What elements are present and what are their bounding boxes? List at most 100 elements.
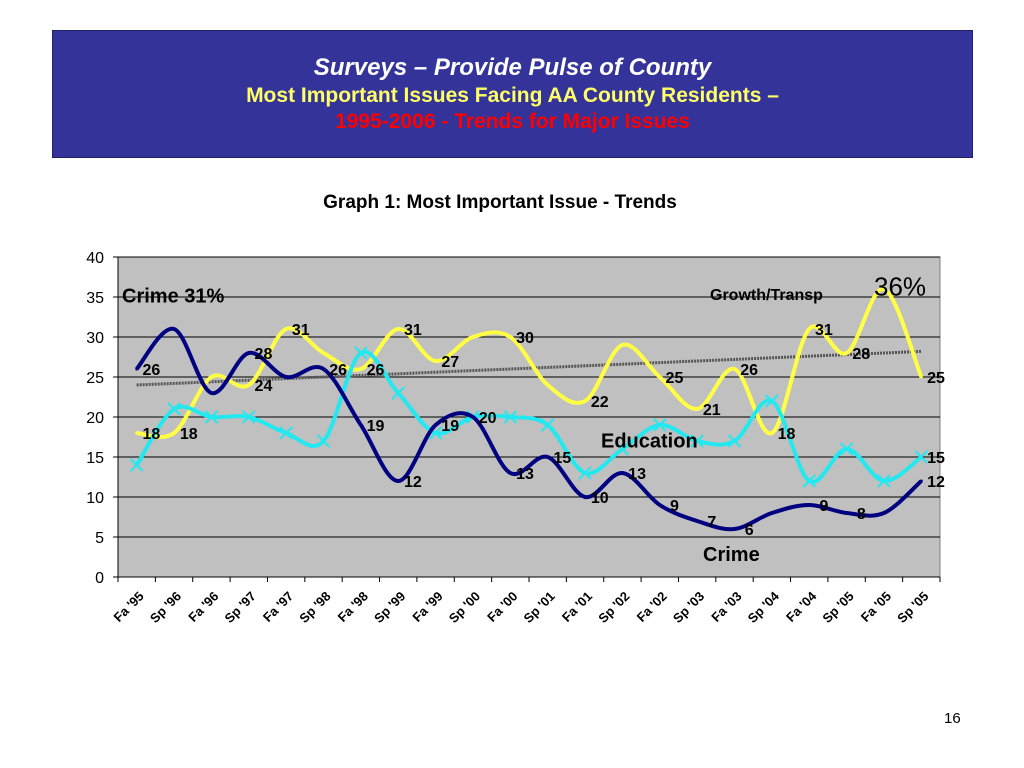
crime-point <box>247 351 251 355</box>
education-series-line <box>134 349 923 485</box>
crime-point <box>396 479 400 483</box>
growth-point <box>695 407 699 411</box>
chart-title: Graph 1: Most Important Issue - Trends <box>323 192 677 213</box>
y-tick-label: 10 <box>86 490 104 507</box>
crime-point <box>172 327 176 331</box>
x-tick-label: Sp '02 <box>595 589 632 626</box>
crime-point <box>882 511 886 515</box>
data-label: 31 <box>815 322 833 339</box>
crime-point <box>135 367 139 371</box>
crime-point <box>695 519 699 523</box>
growth-point <box>322 351 325 355</box>
data-label: 26 <box>367 362 385 379</box>
x-tick-label: Fa '98 <box>335 589 371 625</box>
education-point <box>727 434 742 448</box>
data-label: 13 <box>516 466 534 483</box>
y-tick-label: 40 <box>86 250 104 267</box>
slide-subtitle-years: 1995-2006 - Trends for Major Issues <box>335 110 690 133</box>
education-point <box>242 410 256 424</box>
page-number: 16 <box>944 710 961 727</box>
data-label: 26 <box>142 362 160 379</box>
data-label: 19 <box>367 418 385 435</box>
crime-point <box>733 527 736 531</box>
data-label: 12 <box>927 474 945 491</box>
x-tick-label: Fa '00 <box>484 589 520 625</box>
crime-point <box>770 511 774 515</box>
x-tick-label: Sp '01 <box>520 589 557 626</box>
growth-point <box>770 431 774 435</box>
education-point <box>391 386 405 400</box>
growth-point <box>546 383 550 387</box>
data-label: 9 <box>670 498 679 515</box>
crime-point <box>508 471 512 475</box>
x-tick-label: Sp '04 <box>745 588 783 626</box>
data-label: 20 <box>479 410 497 427</box>
x-tick-label: Sp '03 <box>670 589 707 626</box>
data-label: 26 <box>740 362 758 379</box>
y-tick-label: 0 <box>95 570 104 587</box>
education-point <box>204 410 219 424</box>
education-point <box>503 410 518 424</box>
crime-point <box>620 471 624 475</box>
x-tick-label: Fa '05 <box>858 589 894 625</box>
x-tick-label: Fa '96 <box>185 589 221 625</box>
growth-point <box>471 335 475 339</box>
y-tick-label: 30 <box>86 330 104 347</box>
education-point <box>877 474 891 488</box>
crime-start-annotation: Crime 31% <box>122 286 224 308</box>
crime-point <box>322 367 325 371</box>
growth-point <box>396 327 400 331</box>
crime-point <box>845 511 849 515</box>
growth-point <box>658 375 662 379</box>
growth-point <box>172 431 176 435</box>
growth-point <box>882 287 886 291</box>
growth-point <box>359 367 363 371</box>
data-label: 24 <box>255 378 273 395</box>
y-tick-label: 25 <box>86 370 104 387</box>
x-tick-label: Fa '04 <box>783 588 820 625</box>
title-banner: Surveys – Provide Pulse of County Most I… <box>52 30 973 158</box>
slide-title: Surveys – Provide Pulse of County <box>313 54 712 81</box>
education-point <box>914 450 929 464</box>
crime-label-annotation: Crime <box>703 544 760 566</box>
x-tick-label: Fa '03 <box>708 589 744 625</box>
x-tick-label: Sp '98 <box>296 589 333 626</box>
data-label: 18 <box>180 426 198 443</box>
x-tick-label: Fa '99 <box>409 589 445 625</box>
education-point <box>839 442 854 456</box>
education-point <box>615 442 630 456</box>
crime-point <box>359 423 363 427</box>
crime-point <box>919 479 923 483</box>
data-label: 25 <box>666 370 684 387</box>
education-point <box>316 434 331 448</box>
slide-subtitle: Most Important Issues Facing AA County R… <box>246 84 779 107</box>
data-label: 15 <box>927 450 945 467</box>
data-label: 31 <box>404 322 422 339</box>
education-point <box>167 402 181 416</box>
x-tick-label: Sp '96 <box>147 589 184 626</box>
data-label: 25 <box>927 370 945 387</box>
crime-point <box>471 415 475 419</box>
growth-point <box>919 375 923 379</box>
education-point <box>578 466 592 480</box>
x-tick-label: Sp '99 <box>371 589 408 626</box>
x-tick-label: Sp '05 <box>894 589 931 626</box>
growth-point <box>807 327 811 331</box>
growth-point <box>583 399 587 403</box>
x-tick-label: Fa '02 <box>634 589 670 625</box>
education-point <box>765 394 779 408</box>
education-label-annotation: Education <box>601 430 698 452</box>
growth-point <box>284 327 288 331</box>
crime-point <box>434 423 438 427</box>
data-label: 19 <box>441 418 459 435</box>
y-tick-label: 20 <box>86 410 104 427</box>
growth-label-annotation: Growth/Transp <box>710 287 823 304</box>
x-tick-label: Fa '95 <box>110 589 146 625</box>
data-label: 31 <box>292 322 310 339</box>
data-label: 18 <box>778 426 796 443</box>
crime-point <box>284 375 288 379</box>
data-label: 27 <box>441 354 459 371</box>
growth-peak-annotation: 36% <box>874 271 926 301</box>
growth-point <box>845 351 849 355</box>
